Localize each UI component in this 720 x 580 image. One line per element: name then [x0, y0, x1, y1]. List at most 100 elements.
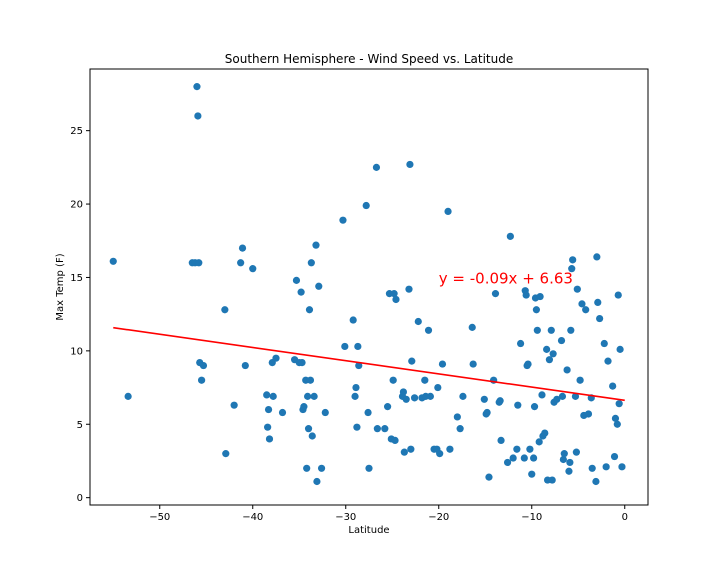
data-point	[446, 445, 454, 453]
data-point	[222, 450, 230, 458]
data-point	[530, 403, 539, 411]
data-point	[578, 300, 586, 308]
data-point	[496, 397, 504, 405]
data-point	[194, 112, 202, 120]
data-point	[265, 435, 274, 443]
data-point	[563, 366, 571, 374]
data-point	[269, 392, 277, 400]
data-point	[568, 265, 576, 273]
data-point	[414, 317, 422, 326]
data-point	[424, 326, 433, 334]
data-point	[480, 395, 488, 403]
data-point	[381, 425, 389, 433]
data-point	[509, 454, 517, 462]
data-point	[272, 354, 280, 362]
data-point	[198, 376, 206, 384]
data-point	[307, 259, 315, 267]
data-point	[237, 259, 245, 267]
x-tick-label: 0	[622, 512, 628, 523]
data-point	[616, 345, 624, 353]
data-point	[592, 477, 600, 486]
data-point	[355, 361, 363, 370]
marks-layer	[109, 83, 626, 486]
data-point	[303, 464, 311, 472]
regression-line	[113, 326, 625, 402]
data-point	[565, 467, 573, 475]
data-point	[596, 314, 604, 323]
data-point	[506, 232, 514, 240]
data-point	[362, 201, 370, 210]
data-point	[545, 356, 554, 364]
chart-title: Southern Hemisphere - Wind Speed vs. Lat…	[225, 52, 513, 66]
data-point	[516, 339, 525, 348]
data-point	[124, 392, 132, 400]
data-point	[365, 464, 373, 472]
data-point	[426, 392, 434, 400]
data-point	[560, 450, 568, 458]
data-point	[315, 282, 323, 290]
data-point	[305, 306, 314, 314]
data-point	[405, 285, 413, 293]
data-point	[389, 376, 397, 384]
data-point	[392, 295, 400, 304]
x-tick-label: −40	[242, 512, 263, 523]
data-point	[444, 207, 452, 215]
data-point	[520, 454, 528, 462]
data-point	[524, 360, 532, 368]
data-point	[384, 403, 392, 411]
data-point	[553, 395, 561, 403]
data-point	[421, 376, 429, 384]
y-tick-label: 25	[70, 126, 83, 137]
data-point	[241, 361, 249, 370]
data-point	[526, 445, 534, 453]
data-point	[530, 454, 538, 462]
data-point	[391, 436, 399, 445]
data-point	[549, 350, 557, 358]
y-axis-label: Max Temp (F)	[55, 253, 66, 320]
data-point	[456, 425, 464, 433]
data-point	[547, 326, 555, 334]
plot-frame	[89, 68, 649, 506]
data-point	[569, 256, 577, 264]
data-point	[543, 345, 551, 353]
x-axis-label: Latitude	[348, 525, 389, 536]
x-tick-label: −50	[149, 512, 170, 523]
data-point	[593, 253, 601, 261]
x-tick-label: −10	[521, 512, 542, 523]
data-point	[400, 448, 408, 456]
data-point	[469, 360, 477, 368]
data-point	[485, 473, 493, 481]
data-point	[566, 458, 574, 467]
data-point	[535, 438, 543, 446]
data-point	[538, 391, 546, 399]
data-point	[615, 400, 623, 408]
data-point	[548, 476, 556, 484]
data-point	[354, 342, 362, 351]
data-point	[514, 401, 522, 409]
data-point	[609, 382, 617, 390]
data-point	[195, 259, 203, 267]
data-point	[297, 288, 305, 296]
x-tick-label: −30	[335, 512, 356, 523]
data-point	[353, 423, 361, 431]
data-point	[390, 290, 398, 298]
data-point	[339, 216, 347, 224]
data-point	[503, 458, 512, 467]
data-point	[491, 290, 500, 298]
data-point	[264, 405, 273, 414]
data-point	[230, 401, 238, 409]
data-point	[199, 361, 208, 370]
axes-layer: −50 −40 −30 −20 −10 0 0 5 10 15 20 25	[70, 126, 628, 523]
data-point	[572, 448, 580, 456]
data-point	[604, 357, 612, 365]
data-point	[602, 463, 610, 471]
data-point	[263, 391, 271, 399]
data-point	[536, 292, 544, 301]
data-point	[408, 357, 416, 365]
data-point	[584, 410, 593, 418]
data-point	[588, 464, 596, 472]
data-point	[312, 241, 320, 249]
data-point	[513, 445, 521, 453]
data-point	[573, 285, 581, 293]
